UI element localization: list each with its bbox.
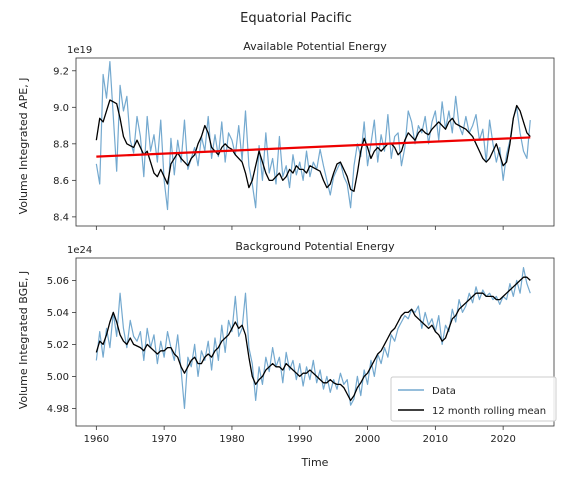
ape-y-axis-title: Volume Integrated APE, J bbox=[17, 78, 30, 215]
bge-x-tick-label-1960: 1960 bbox=[84, 434, 109, 445]
bge-y-tick-label-2: 5.02 bbox=[47, 340, 69, 351]
ape-y-tick-label-1: 8.6 bbox=[53, 176, 69, 187]
ape-plot-area: 8.4 8.6 8.8 9.0 9.2 bbox=[53, 57, 555, 230]
ape-axes-frame bbox=[75, 57, 555, 227]
bge-y-tick-label-1: 5.00 bbox=[47, 372, 69, 383]
bge-x-tick-label-2010: 2010 bbox=[423, 434, 448, 445]
ape-y-tick-label-4: 9.2 bbox=[53, 66, 69, 77]
bge-x-tick-label-1990: 1990 bbox=[287, 434, 312, 445]
ape-panel-title: Available Potential Energy bbox=[243, 40, 387, 53]
bge-panel: Background Potential Energy 1e24 Volume … bbox=[17, 240, 557, 469]
bge-plot-area: 1960 1970 1980 1990 2000 2010 2020 4.98 5.00 5.02… bbox=[47, 257, 555, 445]
ape-panel: Available Potential Energy 1e19 Volume I… bbox=[17, 40, 387, 214]
ape-offset-label: 1e19 bbox=[67, 45, 92, 56]
bge-y-tick-label-4: 5.06 bbox=[47, 276, 69, 287]
bge-x-tick-label-2020: 2020 bbox=[490, 434, 515, 445]
bge-y-tick-label-3: 5.04 bbox=[47, 308, 69, 319]
bge-series-rolling-mean bbox=[95, 276, 531, 402]
ape-series-rolling-mean bbox=[95, 99, 531, 192]
legend: Data 12 month rolling mean bbox=[390, 376, 557, 422]
bge-panel-title: Background Potential Energy bbox=[235, 240, 395, 253]
bge-y-tick-label-0: 4.98 bbox=[47, 404, 69, 415]
legend-box bbox=[390, 376, 557, 422]
bge-x-axis-title: Time bbox=[301, 456, 329, 469]
bge-x-tick-label-2000: 2000 bbox=[355, 434, 380, 445]
legend-label-rolling-mean: 12 month rolling mean bbox=[432, 406, 546, 417]
bge-axes-frame bbox=[75, 257, 555, 427]
bge-x-tick-label-1970: 1970 bbox=[151, 434, 176, 445]
ape-series-data bbox=[95, 61, 531, 211]
ape-y-tick-label-0: 8.4 bbox=[53, 212, 69, 223]
ape-y-tick-label-3: 9.0 bbox=[53, 103, 69, 114]
ape-y-tick-label-2: 8.8 bbox=[53, 139, 69, 150]
legend-label-data: Data bbox=[432, 386, 456, 397]
bge-series-data bbox=[95, 267, 531, 409]
figure-suptitle: Equatorial Pacific bbox=[240, 11, 352, 26]
bge-x-tick-label-1980: 1980 bbox=[219, 434, 244, 445]
bge-y-axis-title: Volume Integrated BGE, J bbox=[17, 271, 30, 410]
bge-offset-label: 1e24 bbox=[67, 245, 92, 256]
ape-series-trend bbox=[96, 136, 531, 158]
